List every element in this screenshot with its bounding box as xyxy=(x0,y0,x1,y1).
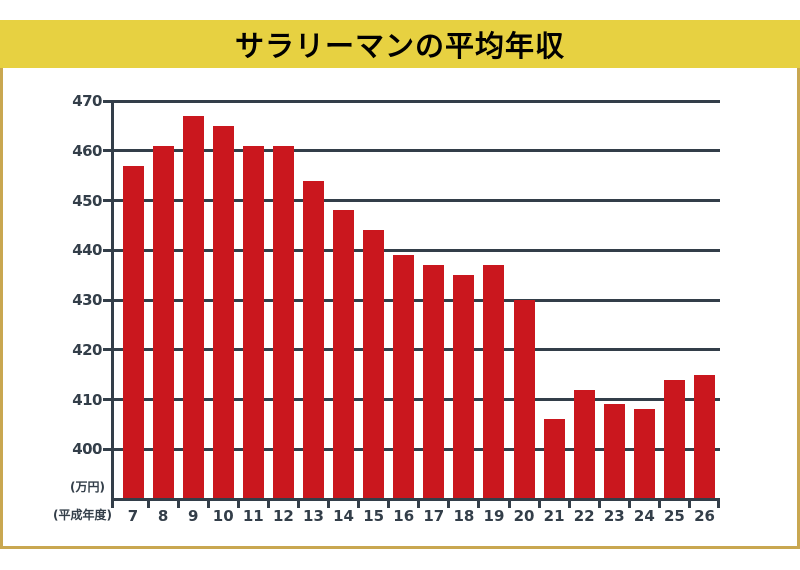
x-axis-tick xyxy=(387,499,391,508)
bar xyxy=(333,210,355,499)
y-axis-tick xyxy=(103,99,114,103)
bar xyxy=(633,409,655,499)
y-axis-tick xyxy=(103,149,114,153)
x-axis-label: 21 xyxy=(543,507,565,525)
gridline xyxy=(111,398,720,401)
chart-panel: (万円) (平成年度) 400 410 420 430 440 450 460 470 7 8 9 1… xyxy=(0,68,800,549)
x-axis-label: 16 xyxy=(393,507,415,525)
bar xyxy=(122,165,144,499)
x-axis-tick xyxy=(657,499,661,508)
y-axis-tick xyxy=(103,447,114,451)
bar xyxy=(603,404,625,499)
x-axis-tick xyxy=(296,499,300,508)
x-axis-label: 20 xyxy=(513,507,535,525)
y-axis-line xyxy=(111,101,114,508)
gridline xyxy=(111,99,720,103)
y-axis-label: 420 xyxy=(72,340,102,359)
x-axis-tick xyxy=(266,499,270,508)
bar xyxy=(363,230,385,499)
x-axis-label: 26 xyxy=(694,507,715,525)
x-axis-tick xyxy=(327,499,331,508)
gridline xyxy=(111,348,720,352)
x-axis-tick xyxy=(206,499,210,508)
gridline xyxy=(111,248,720,252)
bar xyxy=(393,255,415,499)
x-axis-label: 9 xyxy=(187,507,199,525)
y-axis-label: 410 xyxy=(72,390,102,409)
x-axis-label: 13 xyxy=(303,507,324,525)
x-axis-tick xyxy=(236,499,240,508)
x-axis-label: 19 xyxy=(483,507,505,525)
x-axis-tick xyxy=(417,499,421,508)
x-axis-tick xyxy=(447,499,451,508)
bar xyxy=(513,300,535,499)
bar xyxy=(152,145,174,499)
bar-chart: (万円) (平成年度) 400 410 420 430 440 450 460 470 7 8 9 1… xyxy=(0,68,797,543)
x-axis-label: 14 xyxy=(333,507,354,525)
x-axis-label: 17 xyxy=(423,507,445,525)
x-axis-label: 23 xyxy=(603,507,625,525)
x-axis-tick xyxy=(567,499,571,508)
x-axis-unit-label: (平成年度) xyxy=(53,508,112,522)
gridline xyxy=(111,447,720,451)
x-axis-label: 24 xyxy=(633,507,655,525)
x-axis-tick xyxy=(597,499,601,508)
x-axis-label: 15 xyxy=(363,507,385,525)
x-axis-end-tick xyxy=(717,499,720,508)
x-axis-tick xyxy=(176,499,180,508)
bar xyxy=(212,125,234,499)
gridline xyxy=(111,199,720,202)
x-axis-label: 18 xyxy=(453,507,475,525)
y-axis-label: 450 xyxy=(72,191,102,210)
x-axis-label: 22 xyxy=(573,507,595,525)
x-axis-label: 12 xyxy=(272,507,294,525)
bar xyxy=(423,265,445,499)
x-axis-tick xyxy=(537,499,541,508)
y-axis-label: 440 xyxy=(72,241,102,260)
bar xyxy=(694,374,716,499)
bar xyxy=(242,145,264,499)
y-axis-label: 460 xyxy=(72,141,102,160)
y-axis-tick xyxy=(103,398,114,401)
y-axis-label: 430 xyxy=(72,291,102,309)
x-axis-tick xyxy=(477,499,481,508)
y-axis-unit-label: (万円) xyxy=(70,480,105,494)
x-axis-label: 11 xyxy=(242,507,264,525)
bar xyxy=(483,265,505,499)
x-axis-tick xyxy=(687,499,691,508)
x-axis-label: 8 xyxy=(157,507,169,525)
y-axis-tick xyxy=(103,348,114,352)
y-axis-tick xyxy=(103,199,114,202)
bar xyxy=(573,389,595,499)
bar xyxy=(182,115,204,499)
x-axis-tick xyxy=(146,499,150,508)
x-axis-line xyxy=(111,497,720,501)
bar xyxy=(453,275,475,499)
gridline xyxy=(111,298,720,302)
bar xyxy=(272,145,294,499)
y-axis-label: 470 xyxy=(72,92,102,110)
bar xyxy=(663,379,685,499)
x-axis-label: 10 xyxy=(212,507,234,525)
gridline xyxy=(111,149,720,153)
bar xyxy=(543,419,565,499)
x-axis-label: 7 xyxy=(127,507,139,525)
x-axis-tick xyxy=(357,499,361,508)
x-axis-tick xyxy=(627,499,631,508)
y-axis-tick xyxy=(103,298,114,302)
chart-title: サラリーマンの平均年収 xyxy=(234,29,565,63)
bar xyxy=(302,180,324,499)
y-axis-label: 400 xyxy=(72,440,102,459)
y-axis-tick xyxy=(103,248,114,252)
x-axis-label: 25 xyxy=(664,507,685,525)
title-banner: サラリーマンの平均年収 xyxy=(0,20,800,68)
x-axis-tick xyxy=(507,499,511,508)
